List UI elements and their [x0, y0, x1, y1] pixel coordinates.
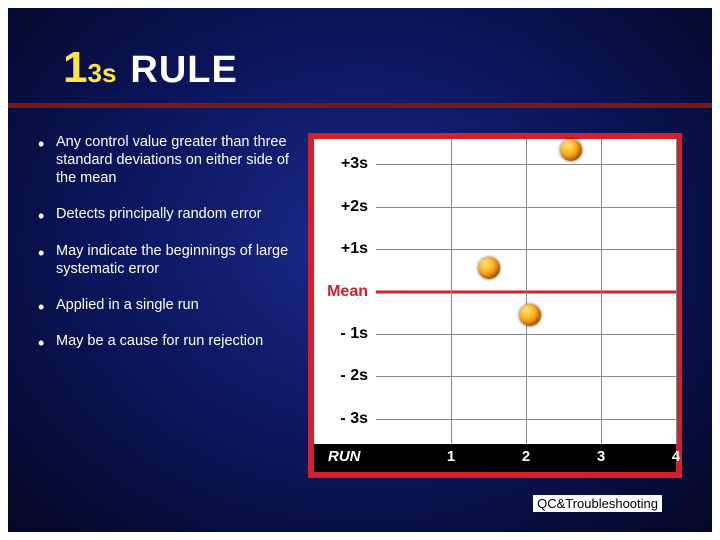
bullet-item: May indicate the beginnings of large sys… [38, 242, 298, 278]
y-axis-labels: +3s +2s +1s Mean - 1s - 2s - 3s [314, 139, 376, 472]
x-axis-label: RUN [328, 448, 361, 465]
bullet-item: Applied in a single run [38, 296, 298, 314]
gridline-v [451, 139, 452, 444]
x-tick-label: 2 [522, 448, 530, 465]
y-tick-label: - 3s [340, 410, 368, 428]
bullet-list: Any control value greater than three sta… [38, 133, 308, 493]
slide-title: 13s RULE [63, 43, 238, 93]
bullet-item: May be a cause for run rejection [38, 332, 298, 350]
x-tick-label: 4 [672, 448, 680, 465]
chart-inner: +3s+2s+1sMean- 1s- 2s- 3s RUN 1234 [314, 139, 676, 472]
y-tick-label: - 2s [340, 367, 368, 385]
y-tick-label: +2s [341, 198, 368, 216]
data-point [519, 304, 541, 326]
footer-label: QC&Troubleshooting [533, 495, 662, 512]
bullet-item: Detects principally random error [38, 205, 298, 223]
data-point [478, 257, 500, 279]
y-tick-label: - 1s [340, 325, 368, 343]
x-tick-label: 1 [447, 448, 455, 465]
title-number: 13s [63, 43, 116, 93]
bullet-item: Any control value greater than three sta… [38, 133, 298, 187]
gridline-v [676, 139, 677, 444]
y-tick-label: +3s [341, 155, 368, 173]
slide: 13s RULE Any control value greater than … [8, 8, 712, 532]
gridline-v [526, 139, 527, 444]
qc-chart: +3s +2s +1s Mean - 1s - 2s - 3s RUN 1 2 3 4 [308, 133, 682, 478]
title-underline [8, 103, 712, 108]
content-row: Any control value greater than three sta… [38, 133, 682, 493]
x-tick-label: 3 [597, 448, 605, 465]
title-word: RULE [130, 49, 237, 92]
title-subscript: 3s [87, 58, 116, 88]
plot-area [376, 139, 676, 444]
y-tick-label: Mean [327, 283, 368, 301]
x-axis-row: RUN 1234 [314, 444, 676, 472]
data-point [560, 139, 582, 161]
title-prefix: 1 [63, 43, 87, 92]
y-tick-label: +1s [341, 240, 368, 258]
gridline-v [601, 139, 602, 444]
